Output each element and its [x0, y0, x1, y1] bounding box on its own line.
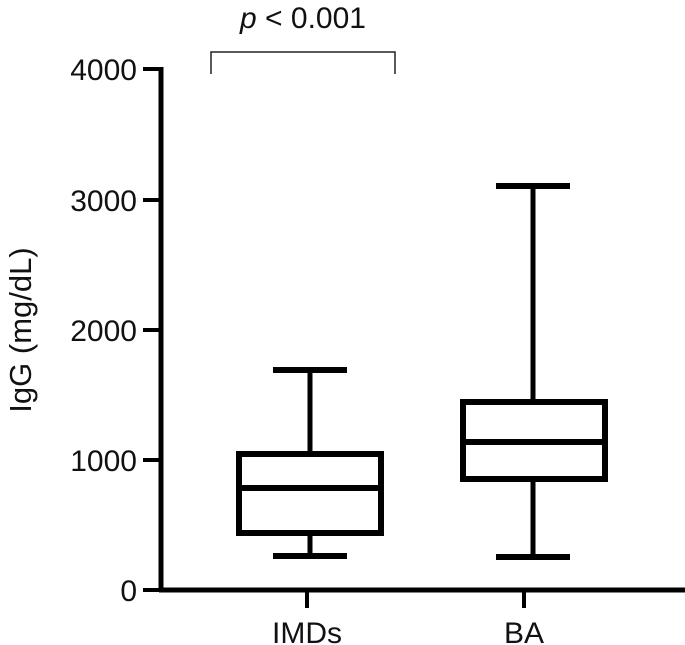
- y-tick-label-1000: 1000: [70, 445, 137, 478]
- p-value-annotation: p < 0.001: [239, 2, 366, 35]
- x-tick-label-imds: IMDs: [272, 617, 342, 645]
- y-tick-label-3000: 3000: [70, 185, 137, 218]
- significance-bracket: [210, 51, 396, 74]
- y-tick-label-4000: 4000: [70, 54, 137, 87]
- y-tick-label-0: 0: [120, 575, 137, 608]
- p-value-text: < 0.001: [257, 2, 366, 35]
- y-tick-labels: 4000 3000 2000 1000 0: [70, 54, 137, 608]
- box-ba: [460, 183, 608, 560]
- box-imds: [236, 367, 384, 559]
- p-italic: p: [239, 2, 257, 35]
- y-tick-label-2000: 2000: [70, 315, 137, 348]
- x-tick-label-ba: BA: [504, 617, 544, 645]
- y-ticks: [143, 67, 163, 592]
- y-axis-title: IgG (mg/dL): [3, 247, 38, 412]
